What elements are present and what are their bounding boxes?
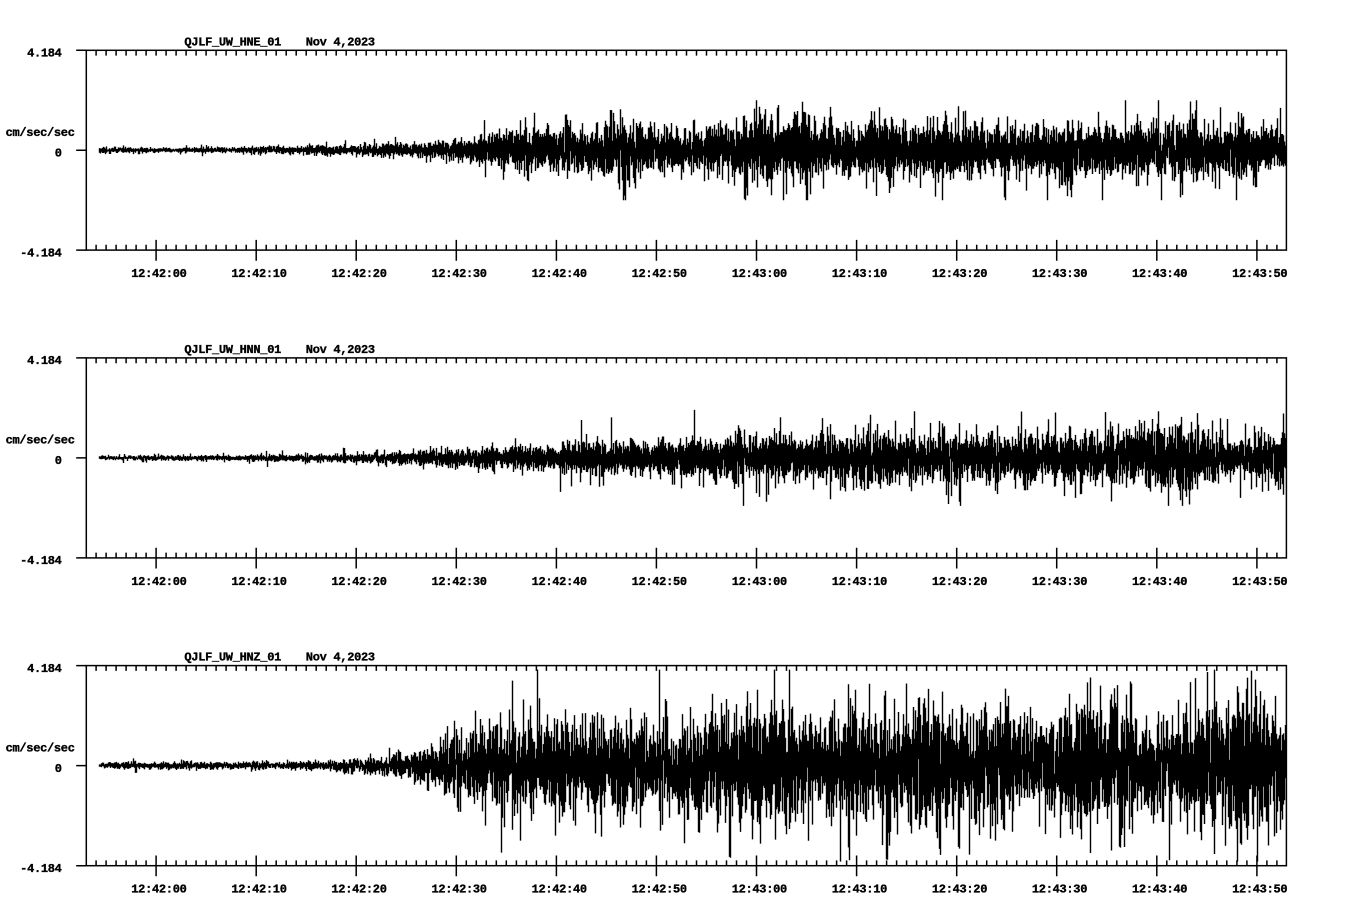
svg-text:cm/sec/sec: cm/sec/sec bbox=[6, 126, 75, 140]
svg-text:12:43:50: 12:43:50 bbox=[1232, 575, 1287, 589]
svg-text:12:42:30: 12:42:30 bbox=[431, 575, 486, 589]
svg-text:QJLF_UW_HNZ_01: QJLF_UW_HNZ_01 bbox=[184, 651, 281, 665]
svg-text:12:42:50: 12:42:50 bbox=[632, 267, 687, 281]
svg-text:12:43:20: 12:43:20 bbox=[932, 575, 987, 589]
svg-text:12:42:30: 12:42:30 bbox=[431, 267, 486, 281]
svg-text:4.184: 4.184 bbox=[27, 354, 62, 368]
svg-text:QJLF_UW_HNE_01: QJLF_UW_HNE_01 bbox=[184, 35, 281, 49]
svg-text:12:43:50: 12:43:50 bbox=[1232, 883, 1287, 897]
svg-text:12:42:00: 12:42:00 bbox=[131, 267, 186, 281]
svg-text:12:42:20: 12:42:20 bbox=[331, 267, 386, 281]
svg-text:12:43:20: 12:43:20 bbox=[932, 883, 987, 897]
svg-text:12:43:00: 12:43:00 bbox=[732, 575, 787, 589]
svg-text:12:43:20: 12:43:20 bbox=[932, 267, 987, 281]
svg-text:12:42:40: 12:42:40 bbox=[532, 267, 587, 281]
svg-text:12:43:10: 12:43:10 bbox=[832, 883, 887, 897]
svg-text:12:42:00: 12:42:00 bbox=[131, 883, 186, 897]
svg-text:12:42:50: 12:42:50 bbox=[632, 883, 687, 897]
svg-text:-4.184: -4.184 bbox=[20, 246, 62, 260]
svg-text:Nov 4,2023: Nov 4,2023 bbox=[306, 343, 375, 357]
svg-text:12:42:40: 12:42:40 bbox=[532, 883, 587, 897]
svg-text:12:42:40: 12:42:40 bbox=[532, 575, 587, 589]
svg-text:Nov 4,2023: Nov 4,2023 bbox=[306, 651, 375, 665]
svg-text:12:43:30: 12:43:30 bbox=[1032, 267, 1087, 281]
svg-text:12:43:10: 12:43:10 bbox=[832, 267, 887, 281]
svg-text:4.184: 4.184 bbox=[27, 662, 62, 676]
svg-text:cm/sec/sec: cm/sec/sec bbox=[6, 434, 75, 448]
svg-text:12:42:10: 12:42:10 bbox=[231, 575, 286, 589]
svg-text:12:43:30: 12:43:30 bbox=[1032, 883, 1087, 897]
svg-text:cm/sec/sec: cm/sec/sec bbox=[6, 741, 75, 755]
svg-text:12:42:20: 12:42:20 bbox=[331, 883, 386, 897]
svg-text:Nov 4,2023: Nov 4,2023 bbox=[306, 35, 375, 49]
svg-text:12:43:40: 12:43:40 bbox=[1132, 575, 1187, 589]
svg-text:12:42:50: 12:42:50 bbox=[632, 575, 687, 589]
svg-text:12:43:10: 12:43:10 bbox=[832, 575, 887, 589]
svg-text:0: 0 bbox=[55, 146, 62, 160]
svg-text:12:42:20: 12:42:20 bbox=[331, 575, 386, 589]
svg-text:12:43:50: 12:43:50 bbox=[1232, 267, 1287, 281]
svg-text:12:42:30: 12:42:30 bbox=[431, 883, 486, 897]
svg-text:12:43:40: 12:43:40 bbox=[1132, 267, 1187, 281]
svg-text:4.184: 4.184 bbox=[27, 47, 62, 61]
svg-text:-4.184: -4.184 bbox=[20, 862, 62, 876]
svg-text:12:42:00: 12:42:00 bbox=[131, 575, 186, 589]
svg-text:-4.184: -4.184 bbox=[20, 554, 62, 568]
svg-text:12:43:40: 12:43:40 bbox=[1132, 883, 1187, 897]
svg-text:12:42:10: 12:42:10 bbox=[231, 267, 286, 281]
svg-text:12:43:30: 12:43:30 bbox=[1032, 575, 1087, 589]
svg-text:12:42:10: 12:42:10 bbox=[231, 883, 286, 897]
svg-text:12:43:00: 12:43:00 bbox=[732, 267, 787, 281]
svg-text:0: 0 bbox=[55, 762, 62, 776]
svg-text:12:43:00: 12:43:00 bbox=[732, 883, 787, 897]
svg-text:0: 0 bbox=[55, 454, 62, 468]
svg-text:QJLF_UW_HNN_01: QJLF_UW_HNN_01 bbox=[184, 343, 281, 357]
